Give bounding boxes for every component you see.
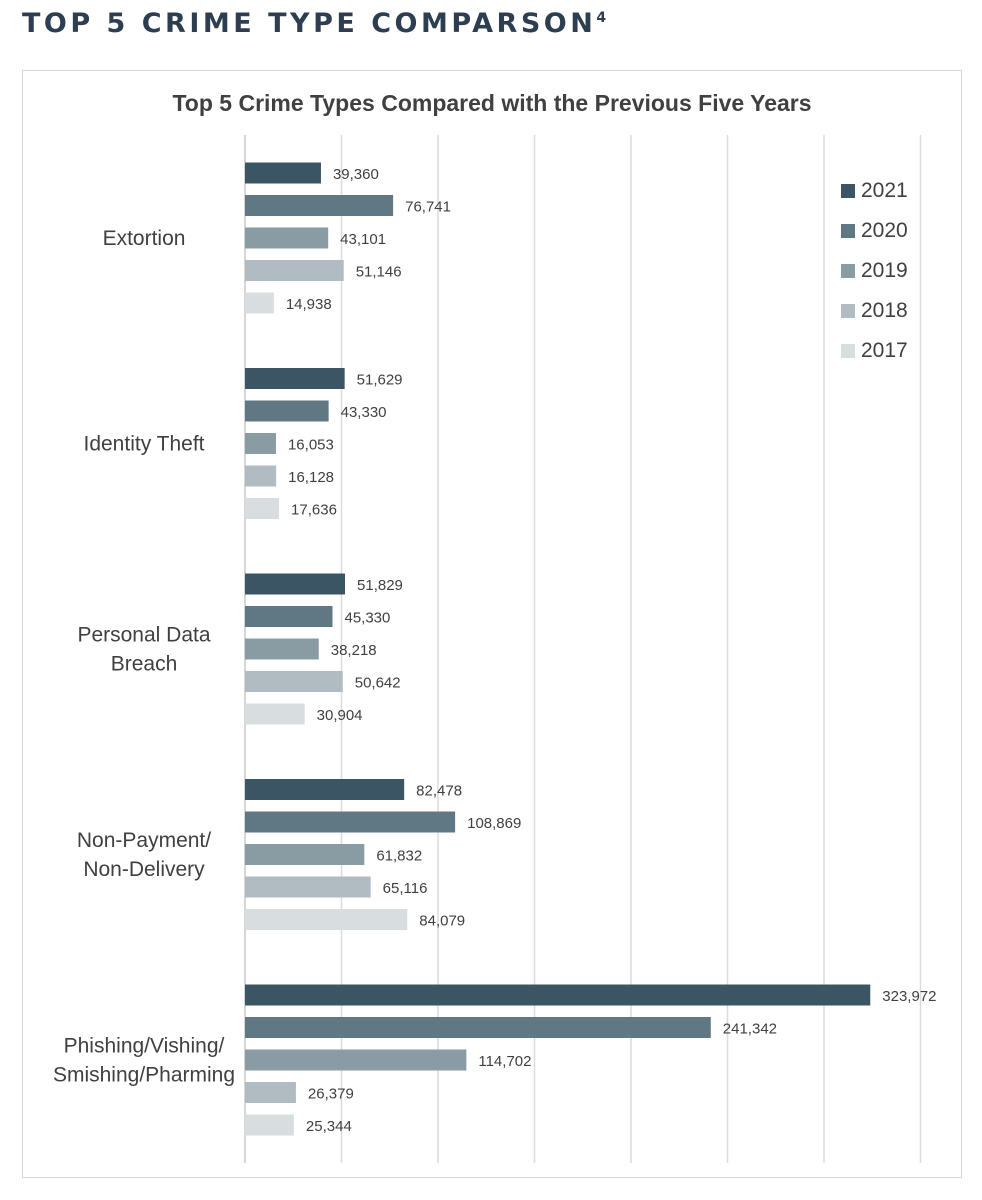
data-label: 108,869	[467, 815, 521, 832]
category-label: Non-Delivery	[83, 858, 205, 881]
data-label: 114,702	[478, 1053, 531, 1070]
data-label: 323,972	[882, 988, 936, 1005]
category-label: Smishing/Pharming	[53, 1064, 235, 1087]
bar	[245, 606, 333, 627]
data-label: 16,053	[288, 437, 334, 454]
data-label: 25,344	[306, 1118, 352, 1135]
data-label: 50,642	[355, 675, 401, 692]
legend-item: 2020	[841, 211, 908, 251]
data-label: 51,829	[357, 577, 403, 594]
data-label: 17,636	[291, 502, 337, 519]
bar	[245, 368, 345, 389]
data-label: 61,832	[376, 848, 422, 865]
legend-label: 2021	[861, 179, 908, 202]
bar	[245, 498, 280, 519]
legend-label: 2019	[861, 259, 908, 282]
category-label: Non-Payment/	[77, 829, 211, 852]
page-heading: TOP 5 CRIME TYPE COMPARSON4	[22, 8, 607, 39]
bar	[245, 292, 274, 314]
data-label: 241,342	[723, 1021, 777, 1038]
legend-label: 2020	[861, 219, 908, 242]
legend-swatch	[841, 344, 855, 358]
chart-legend: 2021 2020 2019 2018 2017	[841, 171, 908, 371]
data-label: 82,478	[416, 783, 462, 800]
footnote-marker: 4	[596, 10, 607, 26]
bar	[245, 1017, 711, 1038]
chart-title: Top 5 Crime Types Compared with the Prev…	[172, 90, 812, 116]
bar	[245, 260, 344, 281]
legend-swatch	[841, 224, 855, 238]
bar	[245, 638, 319, 660]
data-label: 43,101	[340, 231, 386, 248]
legend-item: 2021	[841, 171, 908, 211]
legend-item: 2019	[841, 251, 908, 291]
category-label: Extortion	[103, 227, 186, 250]
chart-frame: Top 5 Crime Types Compared with the Prev…	[22, 70, 962, 1178]
bar	[245, 876, 371, 898]
bar	[245, 573, 346, 595]
bar	[245, 1049, 467, 1071]
category-label: Personal Data	[77, 624, 210, 647]
bar	[245, 227, 329, 249]
data-label: 84,079	[419, 913, 465, 930]
data-label: 43,330	[341, 404, 387, 421]
bar	[245, 779, 405, 800]
legend-label: 2018	[861, 299, 908, 322]
bar	[245, 1114, 294, 1136]
bar	[245, 162, 321, 184]
data-label: 39,360	[333, 166, 379, 183]
bar	[245, 195, 394, 216]
data-label: 45,330	[344, 610, 390, 627]
bar	[245, 984, 871, 1006]
legend-item: 2017	[841, 331, 908, 371]
category-label: Breach	[111, 653, 178, 676]
legend-swatch	[841, 184, 855, 198]
data-label: 65,116	[383, 880, 428, 897]
data-label: 30,904	[317, 707, 363, 724]
data-label: 26,379	[308, 1086, 354, 1103]
legend-swatch	[841, 304, 855, 318]
legend-label: 2017	[861, 339, 908, 362]
bar	[245, 909, 408, 930]
category-label: Identity Theft	[83, 433, 204, 456]
category-label: Phishing/Vishing/	[64, 1035, 225, 1058]
bar	[245, 433, 276, 454]
data-label: 51,146	[356, 264, 402, 281]
data-label: 51,629	[357, 372, 403, 389]
bar	[245, 844, 365, 865]
bar	[245, 465, 277, 487]
data-label: 16,128	[288, 469, 334, 486]
legend-swatch	[841, 264, 855, 278]
chart-plot: 39,360 76,741 43,101 51,146 14,938 Extortion 5…	[53, 135, 937, 1163]
bar	[245, 671, 343, 692]
data-label: 14,938	[286, 296, 332, 313]
bar	[245, 811, 456, 833]
data-label: 76,741	[405, 199, 451, 216]
legend-item: 2018	[841, 291, 908, 331]
bar	[245, 400, 329, 422]
data-label: 38,218	[331, 642, 377, 659]
bar	[245, 1082, 296, 1103]
bar	[245, 703, 305, 725]
